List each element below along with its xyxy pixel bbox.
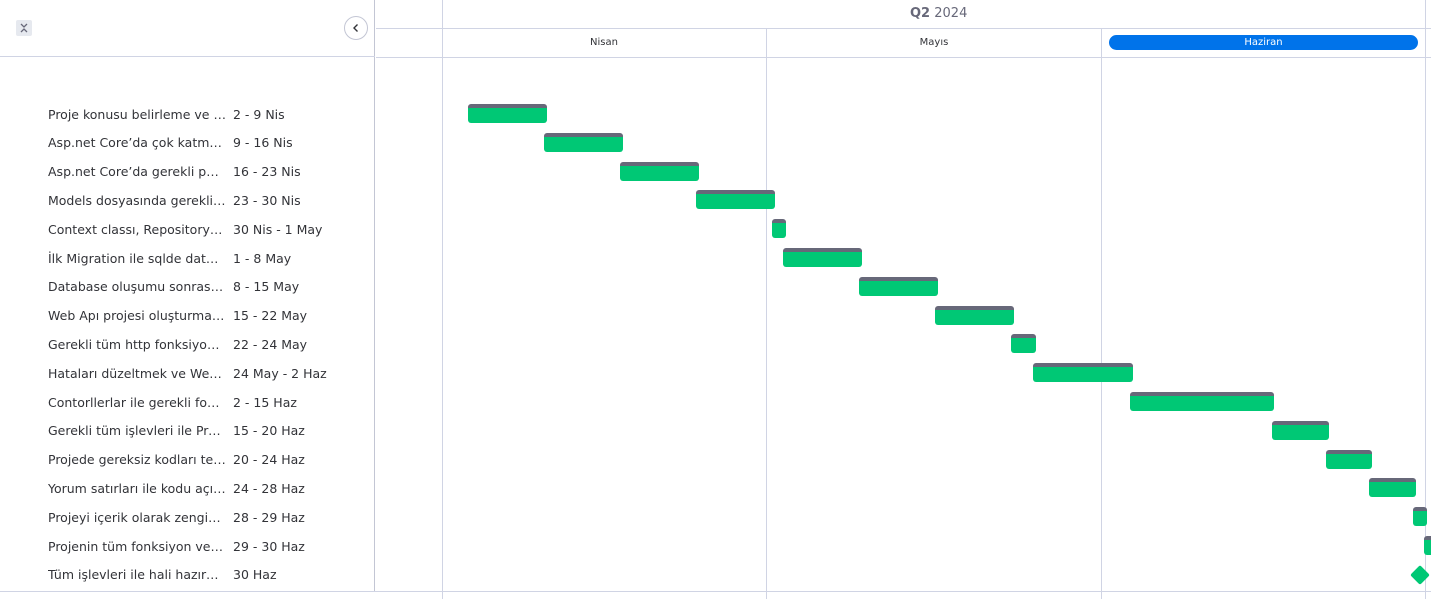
task-name: Asp.net Core’da çok katmanlı mimari bbox=[48, 135, 226, 151]
task-row[interactable]: Proje konusu belirleme ve yazılım dili s… bbox=[0, 100, 374, 128]
task-date: 29 - 30 Haz bbox=[233, 538, 305, 554]
task-name: Gerekli tüm http fonksiyonlarının yazılm… bbox=[48, 336, 226, 352]
task-name: Projede gereksiz kodları temizleme bbox=[48, 452, 226, 468]
task-row[interactable]: Gerekli tüm http fonksiyonlarının yazılm… bbox=[0, 330, 374, 358]
task-name: Projenin tüm fonksiyon ve işlevlerinin t… bbox=[48, 538, 226, 554]
quarter-label: Q2 2024 bbox=[910, 6, 967, 21]
chevron-left-icon bbox=[353, 24, 358, 32]
task-list-panel: Proje konusu belirleme ve yazılım dili s… bbox=[0, 0, 375, 591]
task-row[interactable]: Context classı, Repository ve Interface 3… bbox=[0, 215, 374, 243]
task-date: 23 - 30 Nis bbox=[233, 192, 301, 208]
task-date: 9 - 16 Nis bbox=[233, 135, 293, 151]
task-row[interactable]: Asp.net Core’da çok katmanlı mimari 9 - 1… bbox=[0, 129, 374, 157]
task-date: 30 Haz bbox=[233, 567, 277, 583]
task-row[interactable]: Hataları düzeltmek ve Web API testi 24 Ma… bbox=[0, 359, 374, 387]
gantt-bar[interactable] bbox=[1325, 449, 1373, 469]
gantt-bar[interactable] bbox=[1032, 363, 1134, 383]
task-date: 20 - 24 Haz bbox=[233, 452, 305, 468]
task-date: 16 - 23 Nis bbox=[233, 164, 301, 180]
task-name: Asp.net Core’da gerekli paketlerin kurul… bbox=[48, 164, 226, 180]
task-name: Context classı, Repository ve Interface bbox=[48, 221, 226, 237]
task-name: Web Apı projesi oluşturmak ve bağlamak bbox=[48, 308, 226, 324]
month-label-june-current[interactable]: Haziran bbox=[1109, 35, 1418, 50]
bottom-divider bbox=[0, 591, 1431, 592]
gantt-bar[interactable] bbox=[1130, 392, 1275, 411]
quarter-header: Q2 2024 bbox=[376, 0, 1431, 29]
gantt-bar[interactable] bbox=[1412, 507, 1427, 527]
task-date: 22 - 24 May bbox=[233, 336, 308, 352]
task-list-header bbox=[0, 0, 375, 57]
gantt-bar[interactable] bbox=[467, 104, 547, 123]
task-name: İlk Migration ile sqlde database oluştur… bbox=[48, 250, 226, 266]
gantt-bar[interactable] bbox=[543, 132, 623, 152]
grid-line bbox=[766, 29, 767, 599]
task-name: Yorum satırları ile kodu açıklama bbox=[48, 480, 226, 496]
quarter-year: 2024 bbox=[934, 6, 968, 21]
month-label-april: Nisan bbox=[590, 37, 618, 48]
task-row[interactable]: Asp.net Core’da gerekli paketlerin kurul… bbox=[0, 158, 374, 186]
gantt-milestone[interactable] bbox=[1410, 564, 1431, 585]
task-date: 8 - 15 May bbox=[233, 279, 300, 295]
gantt-bar[interactable] bbox=[782, 248, 862, 267]
gantt-bar[interactable] bbox=[1010, 334, 1036, 354]
task-date: 15 - 22 May bbox=[233, 308, 308, 324]
task-row[interactable]: Contorllerlar ile gerekli fonksiyonlar 2 … bbox=[0, 388, 374, 416]
task-date: 15 - 20 Haz bbox=[233, 423, 305, 439]
task-date: 30 Nis - 1 May bbox=[233, 221, 323, 237]
task-row[interactable]: Projeyi içerik olarak zenginleştirme 28 -… bbox=[0, 503, 374, 531]
task-date: 24 - 28 Haz bbox=[233, 480, 305, 496]
task-name: Hataları düzeltmek ve Web API testi bbox=[48, 365, 226, 381]
task-date: 1 - 8 May bbox=[233, 250, 292, 266]
collapse-arrows-icon bbox=[20, 23, 28, 33]
task-name: Contorllerlar ile gerekli fonksiyonlar bbox=[48, 394, 226, 410]
gantt-bar[interactable] bbox=[934, 305, 1014, 325]
task-row[interactable]: Projede gereksiz kodları temizleme 20 - 2… bbox=[0, 446, 374, 474]
gantt-bar[interactable] bbox=[771, 219, 786, 239]
task-name: Gerekli tüm işlevleri ile Projenin tamam… bbox=[48, 423, 226, 439]
task-row[interactable]: Database oluşumu sonrası Repository 8 - 1… bbox=[0, 273, 374, 301]
task-row[interactable]: İlk Migration ile sqlde database oluştur… bbox=[0, 244, 374, 272]
back-button[interactable] bbox=[344, 16, 368, 40]
task-date: 28 - 29 Haz bbox=[233, 509, 305, 525]
month-label-may: Mayıs bbox=[919, 37, 949, 48]
task-row[interactable]: Web Apı projesi oluşturmak ve bağlamak 15… bbox=[0, 302, 374, 330]
task-row[interactable]: Tüm işlevleri ile hali hazırda bir proje… bbox=[0, 561, 374, 589]
task-name: Models dosyasında gerekli Sql tabloları bbox=[48, 192, 226, 208]
task-row[interactable]: Projenin tüm fonksiyon ve işlevlerinin t… bbox=[0, 532, 374, 560]
task-row[interactable]: Models dosyasında gerekli Sql tabloları 2… bbox=[0, 186, 374, 214]
gantt-bar[interactable] bbox=[858, 276, 938, 296]
task-date: 2 - 15 Haz bbox=[233, 394, 297, 410]
grid-line bbox=[1101, 29, 1102, 599]
grid-line bbox=[442, 0, 443, 599]
gantt-bar[interactable] bbox=[1423, 536, 1431, 555]
task-date: 2 - 9 Nis bbox=[233, 106, 285, 122]
task-name: Proje konusu belirleme ve yazılım dili s… bbox=[48, 106, 226, 122]
gantt-bar[interactable] bbox=[1369, 478, 1416, 498]
task-date: 24 May - 2 Haz bbox=[233, 365, 327, 381]
collapse-icon[interactable] bbox=[16, 20, 32, 36]
gantt-timeline: Q2 2024 Nisan Mayıs Haziran bbox=[376, 0, 1431, 599]
task-name: Tüm işlevleri ile hali hazırda bir proje bbox=[48, 567, 226, 583]
gantt-bar[interactable] bbox=[1271, 420, 1329, 440]
task-row[interactable]: Yorum satırları ile kodu açıklama 24 - 28… bbox=[0, 474, 374, 502]
task-name: Projeyi içerik olarak zenginleştirme bbox=[48, 509, 226, 525]
month-header: Nisan Mayıs Haziran bbox=[376, 29, 1431, 58]
quarter-name: Q2 bbox=[910, 6, 931, 21]
grid-line bbox=[1425, 0, 1426, 599]
task-row[interactable]: Gerekli tüm işlevleri ile Projenin tamam… bbox=[0, 417, 374, 445]
gantt-bar[interactable] bbox=[619, 161, 699, 181]
task-name: Database oluşumu sonrası Repository bbox=[48, 279, 226, 295]
gantt-bar[interactable] bbox=[695, 190, 775, 210]
